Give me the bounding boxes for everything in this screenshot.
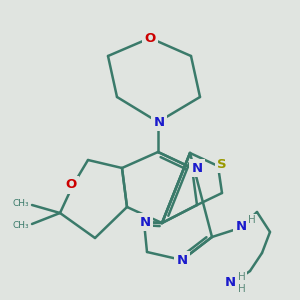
Text: CH₃: CH₃ — [12, 199, 29, 208]
Text: H: H — [238, 272, 246, 282]
Text: O: O — [65, 178, 76, 191]
Text: N: N — [191, 161, 203, 175]
Text: S: S — [217, 158, 227, 170]
Text: H: H — [238, 284, 246, 294]
Text: H: H — [248, 215, 256, 225]
Text: O: O — [144, 32, 156, 44]
Text: N: N — [224, 277, 236, 290]
Text: N: N — [176, 254, 188, 266]
Text: N: N — [140, 215, 151, 229]
Text: CH₃: CH₃ — [12, 221, 29, 230]
Text: N: N — [236, 220, 247, 232]
Text: N: N — [153, 116, 165, 128]
